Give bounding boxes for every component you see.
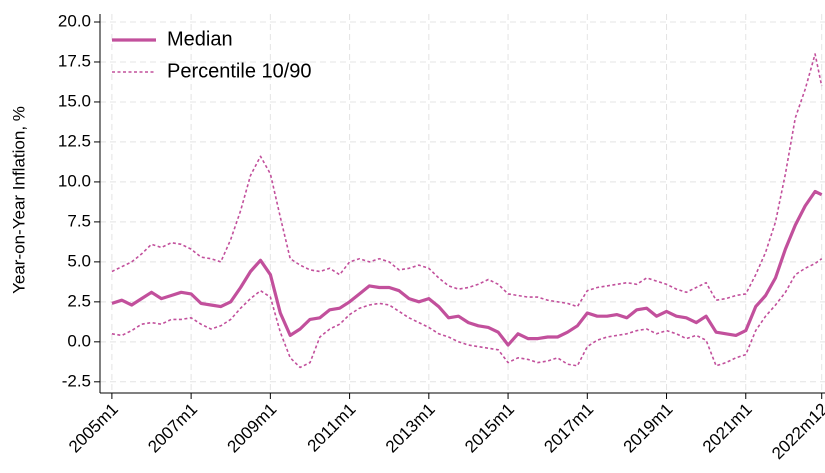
series-line: [111, 53, 823, 308]
y-tick-label: 20.0: [58, 11, 91, 30]
y-tick-label: -2.5: [62, 371, 91, 390]
series-line: [111, 258, 823, 369]
y-tick-label: 10.0: [58, 171, 91, 190]
y-axis-label: Year-on-Year Inflation, %: [9, 106, 28, 294]
legend-label: Percentile 10/90: [167, 60, 312, 82]
legend-label: Median: [167, 28, 233, 50]
y-tick-label: 12.5: [58, 131, 91, 150]
y-tick-label: 17.5: [58, 51, 91, 70]
y-tick-label: 2.5: [67, 291, 91, 310]
y-tick-label: 15.0: [58, 91, 91, 110]
y-tick-label: 5.0: [67, 251, 91, 270]
y-tick-label: 0.0: [67, 331, 91, 350]
series-line: [111, 189, 823, 347]
y-tick-label: 7.5: [67, 211, 91, 230]
